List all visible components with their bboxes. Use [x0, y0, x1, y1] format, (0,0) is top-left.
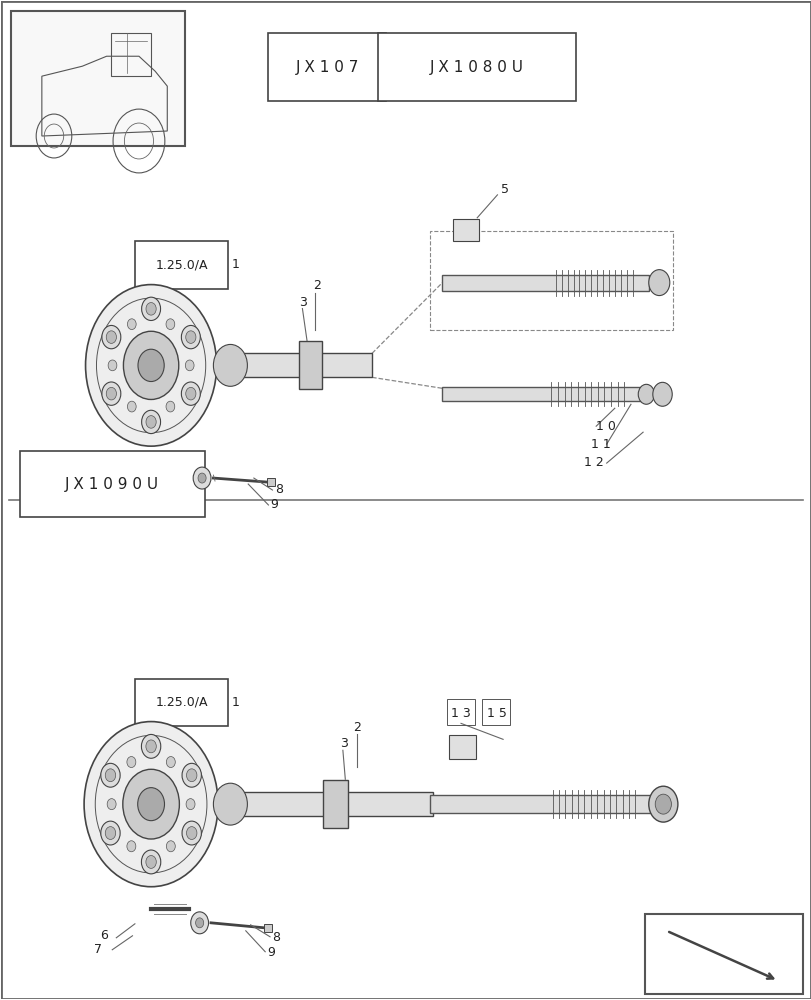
- FancyBboxPatch shape: [377, 33, 575, 101]
- Circle shape: [182, 821, 201, 845]
- Bar: [11, 11, 185, 146]
- Text: 2: 2: [312, 279, 320, 292]
- FancyBboxPatch shape: [323, 780, 347, 828]
- Circle shape: [101, 325, 121, 349]
- Circle shape: [146, 856, 156, 868]
- Text: 2: 2: [353, 721, 361, 734]
- Circle shape: [141, 297, 161, 320]
- FancyBboxPatch shape: [430, 795, 652, 813]
- Circle shape: [138, 788, 165, 821]
- FancyBboxPatch shape: [298, 341, 321, 389]
- Circle shape: [181, 382, 200, 405]
- FancyBboxPatch shape: [268, 33, 385, 101]
- Circle shape: [146, 416, 156, 428]
- Circle shape: [141, 734, 161, 758]
- Circle shape: [187, 827, 197, 839]
- Text: 8: 8: [275, 483, 282, 496]
- Circle shape: [105, 769, 115, 782]
- FancyBboxPatch shape: [644, 914, 801, 994]
- FancyBboxPatch shape: [267, 478, 275, 486]
- Text: 6: 6: [100, 929, 108, 942]
- Circle shape: [213, 344, 247, 386]
- Text: 5: 5: [500, 183, 508, 196]
- FancyBboxPatch shape: [218, 792, 432, 816]
- Circle shape: [127, 319, 136, 330]
- Circle shape: [101, 763, 120, 787]
- Text: J X 1 0 7: J X 1 0 7: [295, 60, 358, 75]
- Text: 1 0: 1 0: [595, 420, 616, 433]
- Text: 8: 8: [272, 931, 280, 944]
- Circle shape: [186, 387, 195, 400]
- Circle shape: [186, 331, 195, 343]
- Circle shape: [123, 331, 178, 399]
- Circle shape: [165, 319, 174, 330]
- Text: 7: 7: [94, 943, 102, 956]
- Circle shape: [106, 387, 116, 400]
- Circle shape: [182, 763, 201, 787]
- Text: 1: 1: [232, 696, 239, 709]
- Text: J X 1 0 9 0 U: J X 1 0 9 0 U: [65, 477, 159, 492]
- Circle shape: [213, 783, 247, 825]
- Circle shape: [127, 841, 135, 852]
- FancyBboxPatch shape: [442, 275, 648, 291]
- Circle shape: [84, 722, 218, 887]
- Circle shape: [85, 285, 217, 446]
- Circle shape: [654, 794, 671, 814]
- Circle shape: [195, 918, 204, 928]
- Circle shape: [198, 473, 206, 483]
- FancyBboxPatch shape: [264, 924, 272, 932]
- Circle shape: [191, 912, 208, 934]
- Circle shape: [181, 325, 200, 349]
- Circle shape: [187, 769, 197, 782]
- Circle shape: [186, 799, 195, 810]
- Text: 1 5: 1 5: [487, 707, 506, 720]
- Circle shape: [648, 786, 677, 822]
- FancyBboxPatch shape: [442, 387, 640, 401]
- FancyBboxPatch shape: [135, 241, 228, 289]
- Circle shape: [185, 360, 194, 371]
- Text: 9: 9: [270, 498, 277, 511]
- Circle shape: [166, 757, 175, 768]
- Circle shape: [106, 331, 116, 343]
- Circle shape: [127, 757, 135, 768]
- Text: 3: 3: [339, 737, 347, 750]
- Circle shape: [166, 841, 175, 852]
- Circle shape: [652, 382, 672, 406]
- Circle shape: [138, 349, 164, 382]
- Text: 1 3: 1 3: [450, 707, 470, 720]
- Circle shape: [101, 821, 120, 845]
- Text: 1.25.0/A: 1.25.0/A: [155, 258, 208, 271]
- Text: 7: 7: [97, 497, 105, 510]
- Circle shape: [146, 303, 156, 315]
- Circle shape: [105, 827, 115, 839]
- Circle shape: [141, 850, 161, 874]
- Circle shape: [193, 467, 211, 489]
- Text: 9: 9: [267, 946, 274, 959]
- Circle shape: [108, 360, 117, 371]
- FancyBboxPatch shape: [448, 735, 476, 759]
- Circle shape: [122, 769, 179, 839]
- Circle shape: [107, 799, 116, 810]
- Circle shape: [165, 401, 174, 412]
- Circle shape: [127, 401, 136, 412]
- Text: 3: 3: [298, 296, 307, 309]
- FancyBboxPatch shape: [135, 679, 228, 726]
- Circle shape: [648, 270, 669, 296]
- Text: 1 2: 1 2: [583, 456, 603, 469]
- Text: 1.25.0/A: 1.25.0/A: [155, 696, 208, 709]
- FancyBboxPatch shape: [218, 353, 371, 377]
- FancyBboxPatch shape: [453, 219, 478, 241]
- FancyBboxPatch shape: [20, 451, 204, 517]
- Text: 1: 1: [232, 258, 239, 271]
- Circle shape: [141, 410, 161, 434]
- Text: 1 1: 1 1: [590, 438, 610, 451]
- Circle shape: [146, 740, 156, 753]
- Text: 6: 6: [102, 483, 110, 496]
- Circle shape: [637, 384, 654, 404]
- Text: J X 1 0 8 0 U: J X 1 0 8 0 U: [429, 60, 523, 75]
- Circle shape: [101, 382, 121, 405]
